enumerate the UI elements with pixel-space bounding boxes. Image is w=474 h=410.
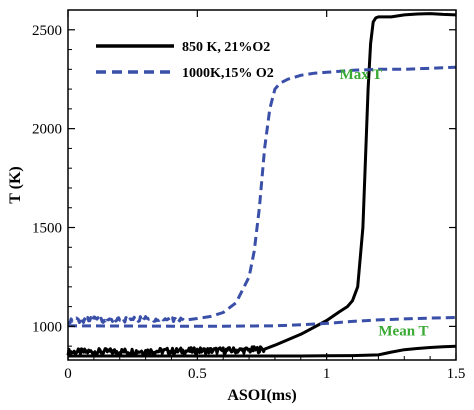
plot-frame	[67, 9, 457, 361]
legend: 850 K, 21%O2 1000K,15% O2	[96, 40, 274, 81]
annotation-mean-t: Mean T	[378, 323, 428, 339]
x-tick-label: 1.5	[447, 366, 466, 382]
y-tick-label: 1500	[32, 221, 62, 237]
series-line-850k-max	[66, 12, 457, 357]
y-tick-label: 1000	[32, 319, 62, 335]
x-tick-label: 1	[323, 366, 331, 382]
series-line-1000k-mean	[67, 316, 457, 328]
x-tick-label: 0	[64, 366, 72, 382]
y-tick-label: 2000	[32, 122, 62, 138]
x-axis-title: ASOI(ms)	[227, 387, 296, 404]
y-axis-title: T (K)	[7, 166, 24, 203]
annotation-max-t: Max T	[340, 67, 383, 83]
x-tick-label: 0.5	[188, 366, 207, 382]
legend-label: 1000K,15% O2	[182, 66, 274, 81]
ticks-layer: 0 0.5 1 1.5 1000 1500 2000 2500	[32, 10, 465, 382]
y-tick-label: 2500	[32, 23, 62, 39]
series-line-1000k-max	[67, 65, 457, 325]
legend-label: 850 K, 21%O2	[182, 40, 270, 55]
annotations: Max T Mean T	[340, 67, 429, 339]
